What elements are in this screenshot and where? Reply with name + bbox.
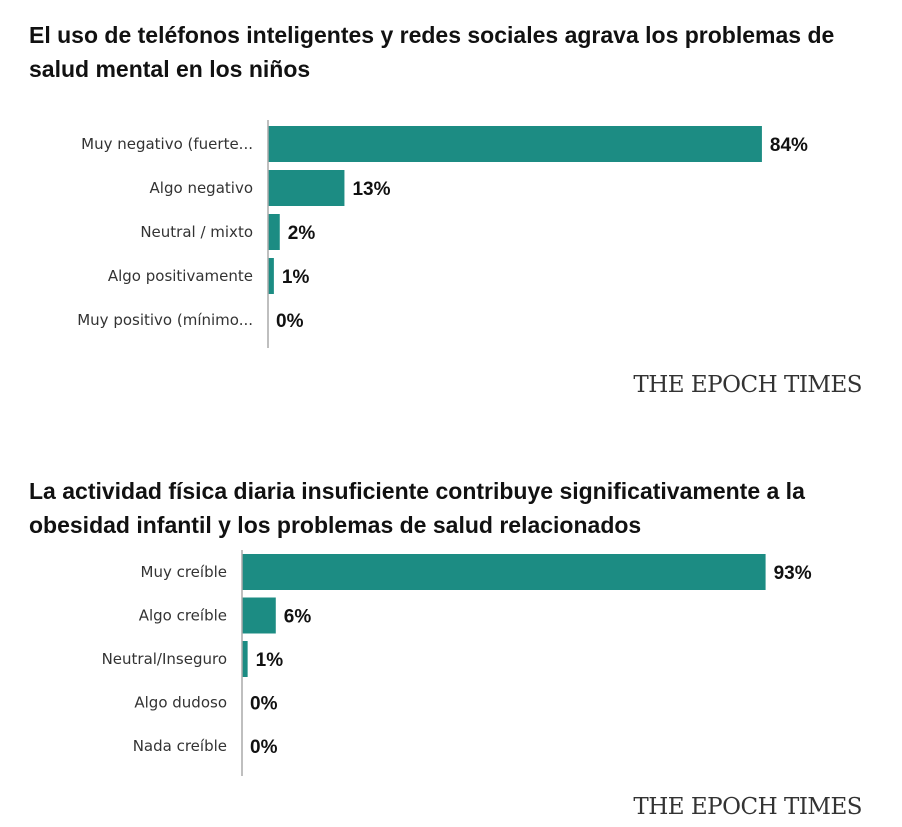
brand-logo: THE EPOCH TIMES [633,372,862,398]
chart-title: La actividad física diaria insuficiente … [29,478,805,538]
bar [242,597,276,634]
category-label: Algo creíble [139,607,227,625]
bar-chart-1: Muy negativo (fuerte... 84% Algo negativo 1… [77,120,808,348]
category-label: Muy negativo (fuerte... [81,135,253,153]
value-label: 1% [256,650,284,671]
category-label: Muy positivo (mínimo... [77,311,253,329]
value-label: 2% [288,223,316,244]
category-label: Muy creíble [141,563,228,581]
category-label: Nada creíble [133,737,227,755]
bar [268,214,280,250]
bar [268,258,274,294]
bar [268,126,762,162]
value-label: 84% [770,135,808,156]
brand-logo: THE EPOCH TIMES [633,794,862,820]
category-label: Algo negativo [150,179,253,197]
value-label: 93% [774,563,812,584]
chart-panel-1: El uso de teléfonos inteligentes y redes… [29,22,862,398]
value-label: 6% [284,607,312,628]
bar [242,641,248,677]
bar [242,554,766,590]
category-label: Neutral / mixto [140,223,253,241]
value-label: 1% [282,267,310,288]
bar-chart-2: Muy creíble 93% Algo creíble 6% Neutral/Inse… [102,550,812,776]
category-label: Algo dudoso [134,694,227,712]
value-label: 0% [250,737,278,758]
value-label: 0% [276,311,304,332]
value-label: 0% [250,694,278,715]
bar [268,170,345,206]
value-label: 13% [352,179,390,200]
category-label: Algo positivamente [108,267,253,285]
category-label: Neutral/Inseguro [102,650,227,668]
chart-title: El uso de teléfonos inteligentes y redes… [29,22,835,82]
chart-panel-2: La actividad física diaria insuficiente … [0,418,902,827]
